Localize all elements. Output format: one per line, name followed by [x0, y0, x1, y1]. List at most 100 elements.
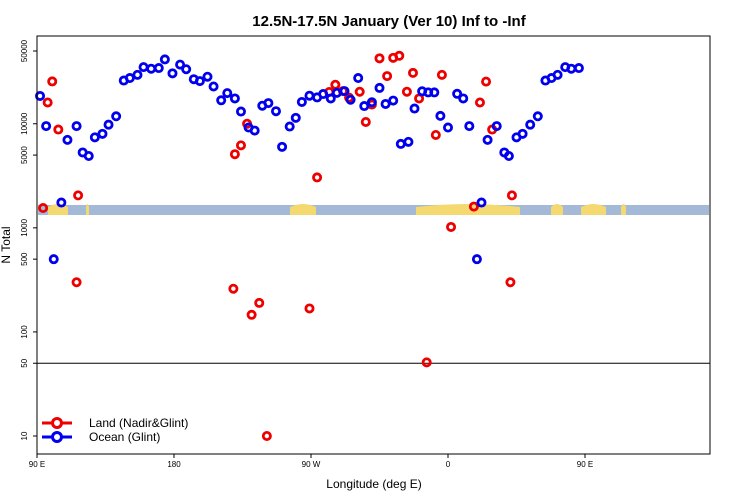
- data-point: [103, 119, 114, 130]
- y-tick-label: 500: [20, 252, 29, 266]
- data-point: [229, 93, 240, 104]
- data-point: [181, 64, 192, 75]
- data-point: [471, 254, 482, 265]
- y-tick-label: 5000: [20, 146, 29, 164]
- data-point: [330, 79, 341, 90]
- data-point: [35, 90, 46, 101]
- legend-marker-ocean: [51, 431, 63, 443]
- data-point: [146, 63, 157, 74]
- data-point: [62, 134, 73, 145]
- chart-title: 12.5N-17.5N January (Ver 10) Inf to -Inf: [252, 13, 526, 30]
- data-point: [503, 150, 514, 161]
- x-tick-label: 180: [167, 460, 181, 469]
- legend-marker-land: [51, 417, 63, 429]
- data-point: [208, 81, 219, 92]
- legend-label-ocean: Ocean (Glint): [89, 430, 160, 444]
- data-point: [442, 122, 453, 133]
- data-point: [296, 96, 307, 107]
- legend: Land (Nadir&Glint) Ocean (Glint): [42, 416, 188, 444]
- data-point: [47, 76, 58, 87]
- data-point: [270, 106, 281, 117]
- data-point: [222, 88, 233, 99]
- data-point: [506, 190, 517, 201]
- data-point: [359, 101, 370, 112]
- data-point: [124, 73, 135, 84]
- data-point: [525, 119, 536, 130]
- data-point: [89, 132, 100, 143]
- series-land: [38, 50, 517, 441]
- y-tick-label: 50000: [20, 39, 29, 62]
- data-point: [407, 67, 418, 78]
- data-point: [216, 95, 227, 106]
- y-tick-label: 1000: [20, 218, 29, 236]
- data-point: [263, 98, 274, 109]
- data-point: [345, 94, 356, 105]
- data-point: [246, 309, 257, 320]
- data-point: [491, 121, 502, 132]
- data-point: [374, 82, 385, 93]
- data-point: [111, 111, 122, 122]
- data-point: [474, 97, 485, 108]
- data-point: [505, 277, 516, 288]
- x-axis-label: Longitude (deg E): [326, 477, 421, 491]
- data-point: [202, 71, 213, 82]
- data-point: [228, 283, 239, 294]
- data-point: [552, 69, 563, 80]
- data-point: [429, 87, 440, 98]
- data-point: [41, 121, 52, 132]
- data-point: [476, 197, 487, 208]
- data-point: [138, 62, 149, 73]
- data-point: [284, 121, 295, 132]
- y-tick-label: 10: [20, 431, 29, 440]
- data-point: [394, 50, 405, 61]
- data-point: [388, 95, 399, 106]
- data-point: [132, 69, 143, 80]
- data-point: [304, 303, 315, 314]
- data-point: [261, 430, 272, 441]
- plot-frame: [36, 35, 711, 455]
- world-map-strip: [38, 204, 709, 215]
- data-point: [304, 90, 315, 101]
- data-point: [452, 88, 463, 99]
- data-point: [409, 103, 420, 114]
- data-point: [71, 121, 82, 132]
- x-tick-label: 90 W: [302, 460, 321, 469]
- data-point: [481, 76, 492, 87]
- data-point: [153, 63, 164, 74]
- data-point: [235, 140, 246, 151]
- data-point: [382, 71, 393, 82]
- data-point: [325, 93, 336, 104]
- data-point: [566, 63, 577, 74]
- series-ocean: [35, 54, 584, 265]
- data-point: [366, 97, 377, 108]
- data-point: [353, 73, 364, 84]
- data-point: [73, 190, 84, 201]
- data-point: [380, 98, 391, 109]
- data-point: [71, 277, 82, 288]
- data-point: [436, 69, 447, 80]
- data-point: [468, 201, 479, 212]
- data-point: [235, 106, 246, 117]
- data-point: [421, 357, 432, 368]
- data-point: [360, 116, 371, 127]
- data-point: [277, 141, 288, 152]
- data-point: [482, 134, 493, 145]
- data-point: [48, 254, 59, 265]
- data-point: [435, 110, 446, 121]
- x-tick-label: 90 E: [29, 460, 45, 469]
- y-axis-label: N Total: [0, 226, 13, 263]
- y-tick-label: 10000: [20, 112, 29, 135]
- data-point: [464, 121, 475, 132]
- data-point: [38, 203, 49, 214]
- data-point: [354, 86, 365, 97]
- data-point: [312, 172, 323, 183]
- data-point: [42, 97, 53, 108]
- data-point: [254, 297, 265, 308]
- data-point: [403, 136, 414, 147]
- data-point: [249, 125, 260, 136]
- data-point: [167, 68, 178, 79]
- x-tick-label: 0: [446, 460, 451, 469]
- data-point: [229, 149, 240, 160]
- data-point: [83, 150, 94, 161]
